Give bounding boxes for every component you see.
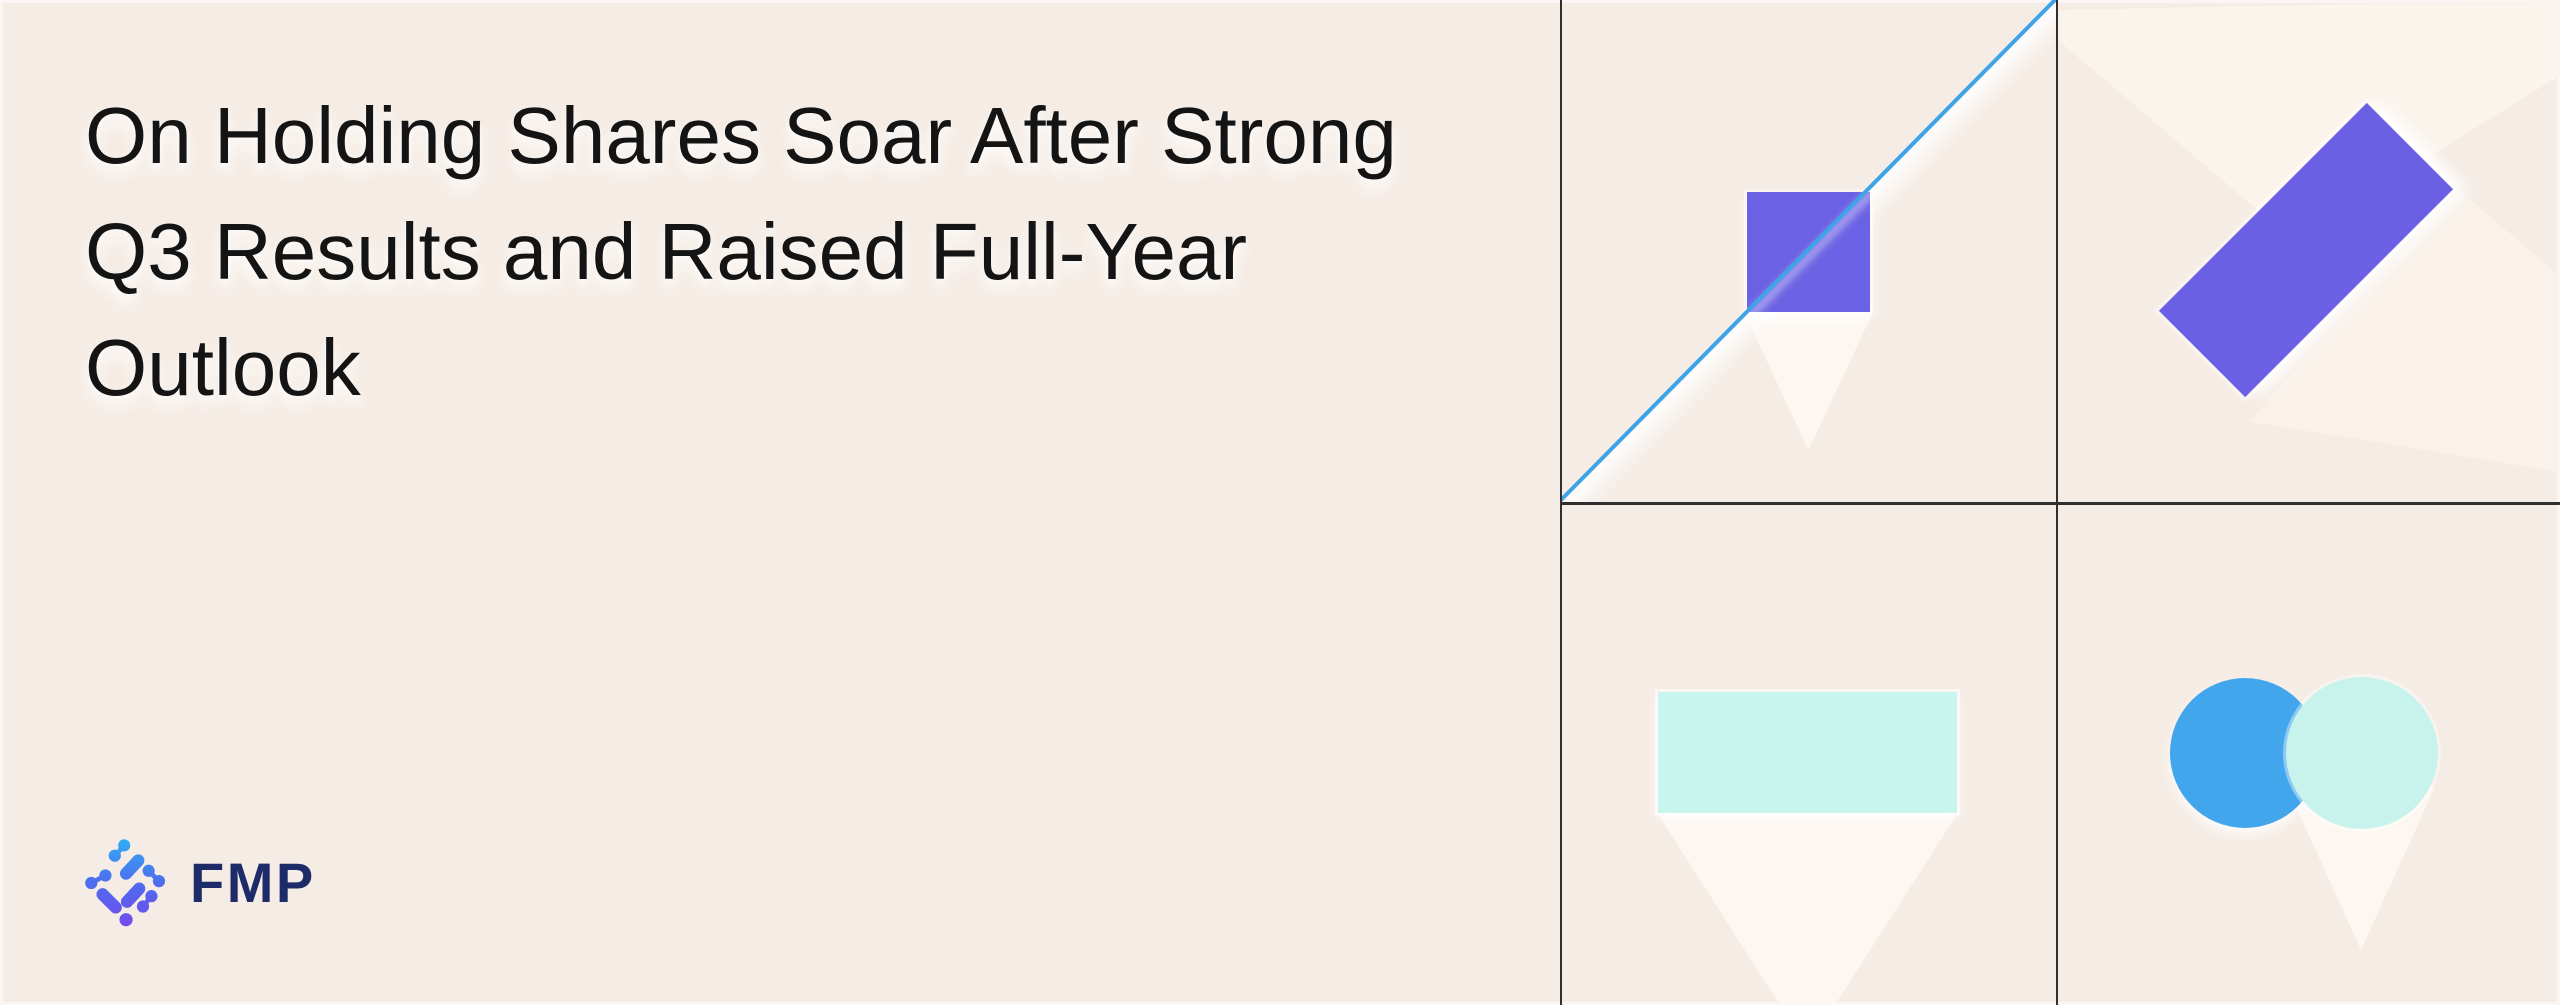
panel-top-left [1562, 0, 2056, 502]
fmp-logo: FMP [80, 836, 316, 930]
panel-bottom-right [2058, 505, 2560, 1005]
panel-bottom-left [1562, 505, 2056, 1005]
headline-line-3: Outlook [85, 323, 361, 412]
headline-line-2: Q3 Results and Raised Full-Year [85, 207, 1248, 296]
panel-top-right [2058, 0, 2560, 502]
fmp-network-icon [85, 839, 166, 927]
headline-line-1: On Holding Shares Soar After Strong [85, 91, 1397, 180]
grid-divider-horizontal [1560, 502, 2560, 505]
cyan-circle-shape [2286, 677, 2438, 829]
cyan-rectangle-shape [1658, 692, 1957, 813]
fmp-logo-text: FMP [190, 851, 316, 914]
headline: On Holding Shares Soar After Strong Q3 R… [85, 78, 1397, 426]
pin-cone-shadow [1654, 808, 1961, 1005]
